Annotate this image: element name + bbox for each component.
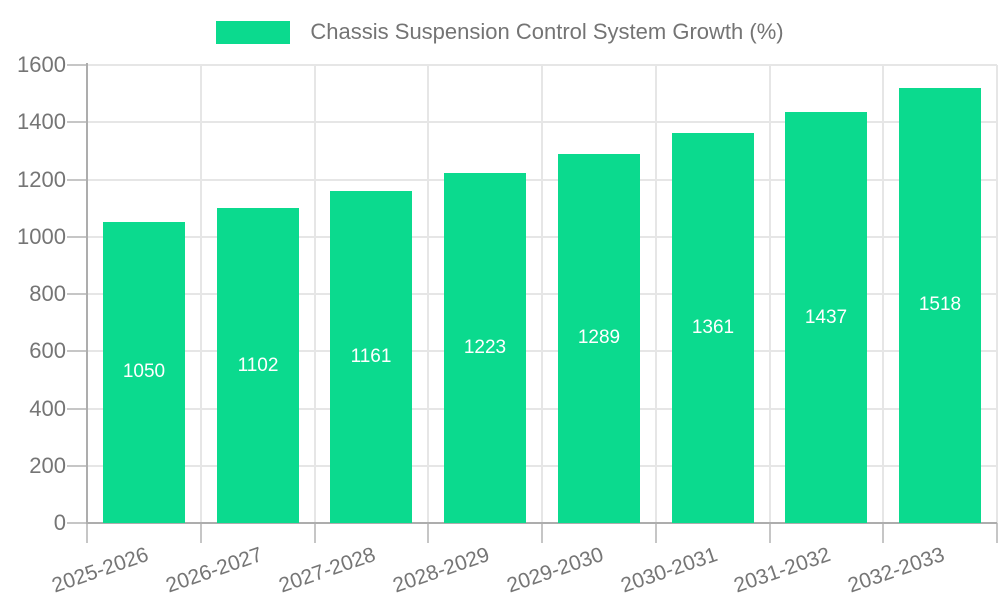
bar[interactable]: 1361 (672, 133, 754, 523)
bar[interactable]: 1437 (785, 112, 867, 523)
y-tick-label: 1000 (17, 224, 66, 249)
y-tick-label: 0 (53, 510, 66, 535)
y-tick (67, 64, 87, 66)
bar[interactable]: 1518 (899, 88, 981, 523)
x-gridline (996, 65, 998, 523)
y-tick (67, 121, 87, 123)
bar[interactable]: 1289 (558, 154, 640, 523)
bar[interactable]: 1223 (444, 173, 526, 523)
y-tick (67, 408, 87, 410)
bar-value-label: 1437 (804, 307, 848, 328)
y-axis-line (86, 63, 88, 523)
bar-value-label: 1050 (122, 361, 166, 382)
bar[interactable]: 1102 (217, 208, 299, 523)
x-tick (541, 523, 543, 543)
y-tick (67, 522, 87, 524)
x-gridline (427, 65, 429, 523)
y-tick (67, 350, 87, 352)
bar[interactable]: 1050 (103, 222, 185, 523)
x-gridline (200, 65, 202, 523)
y-tick (67, 179, 87, 181)
bar-value-label: 1161 (350, 346, 392, 367)
y-tick-label: 1600 (17, 52, 66, 77)
x-gridline (541, 65, 543, 523)
x-tick (769, 523, 771, 543)
legend-swatch[interactable] (216, 20, 291, 44)
y-tick-label: 600 (29, 338, 66, 363)
x-tick (655, 523, 657, 543)
legend[interactable]: Chassis Suspension Control System Growth… (0, 16, 1000, 48)
y-tick (67, 293, 87, 295)
y-tick-label: 200 (29, 453, 66, 478)
bar-value-label: 1289 (577, 327, 621, 348)
x-tick (200, 523, 202, 543)
bar-value-label: 1223 (463, 337, 507, 358)
y-tick-label: 400 (29, 396, 66, 421)
x-gridline (882, 65, 884, 523)
x-tick (314, 523, 316, 543)
x-axis-line (86, 522, 997, 524)
x-tick (86, 523, 88, 543)
x-tick (882, 523, 884, 543)
y-tick (67, 236, 87, 238)
bar-value-label: 1361 (691, 317, 735, 338)
x-gridline (655, 65, 657, 523)
y-tick-label: 1400 (17, 109, 66, 134)
x-gridline (769, 65, 771, 523)
x-tick (427, 523, 429, 543)
legend-label[interactable]: Chassis Suspension Control System Growth… (310, 19, 784, 44)
bar-value-label: 1518 (918, 294, 962, 315)
x-gridline (314, 65, 316, 523)
bar[interactable]: 1161 (330, 191, 412, 523)
x-tick (996, 523, 998, 543)
bar-value-label: 1102 (237, 355, 279, 376)
y-tick (67, 465, 87, 467)
y-tick-label: 800 (29, 281, 66, 306)
y-tick-label: 1200 (17, 167, 66, 192)
